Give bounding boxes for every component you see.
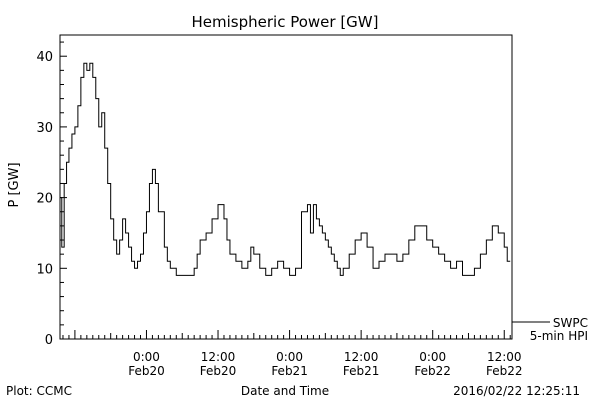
x-tick-time-label: 12:00: [344, 350, 379, 364]
hpi-series-line: [60, 62, 511, 276]
x-tick-time-label: 0:00: [133, 350, 160, 364]
x-tick-date-label: Feb20: [200, 364, 237, 378]
x-axis-label: Date and Time: [241, 384, 329, 398]
x-tick-time-label: 12:00: [487, 350, 522, 364]
y-axis-label: P [GW]: [7, 162, 22, 207]
footer-timestamp: 2016/02/22 12:25:11: [453, 384, 580, 398]
footer-left: Plot: CCMC: [6, 384, 72, 398]
y-tick-label: 10: [36, 262, 53, 277]
x-tick-date-label: Feb22: [486, 364, 523, 378]
x-tick-date-label: Feb20: [128, 364, 165, 378]
legend: SWPC 5-min HPI: [512, 316, 588, 343]
y-tick-label: 40: [36, 50, 53, 65]
x-tick-date-label: Feb22: [414, 364, 451, 378]
y-tick-label: 20: [36, 192, 53, 207]
y-axis: 0 10 20 30 40: [36, 41, 67, 348]
y-tick-label: 30: [36, 121, 53, 136]
x-tick-date-label: Feb21: [271, 364, 308, 378]
x-tick-time-label: 12:00: [201, 350, 236, 364]
chart-title: Hemispheric Power [GW]: [192, 13, 379, 31]
x-axis: 0:00Feb2012:00Feb200:00Feb2112:00Feb210:…: [62, 330, 523, 378]
y-tick-label: 0: [45, 333, 53, 348]
x-tick-time-label: 0:00: [276, 350, 303, 364]
x-tick-date-label: Feb21: [343, 364, 380, 378]
legend-line1: SWPC: [553, 316, 588, 330]
plot-frame: [59, 34, 513, 340]
x-tick-time-label: 0:00: [419, 350, 446, 364]
legend-line2: 5-min HPI: [530, 329, 588, 343]
